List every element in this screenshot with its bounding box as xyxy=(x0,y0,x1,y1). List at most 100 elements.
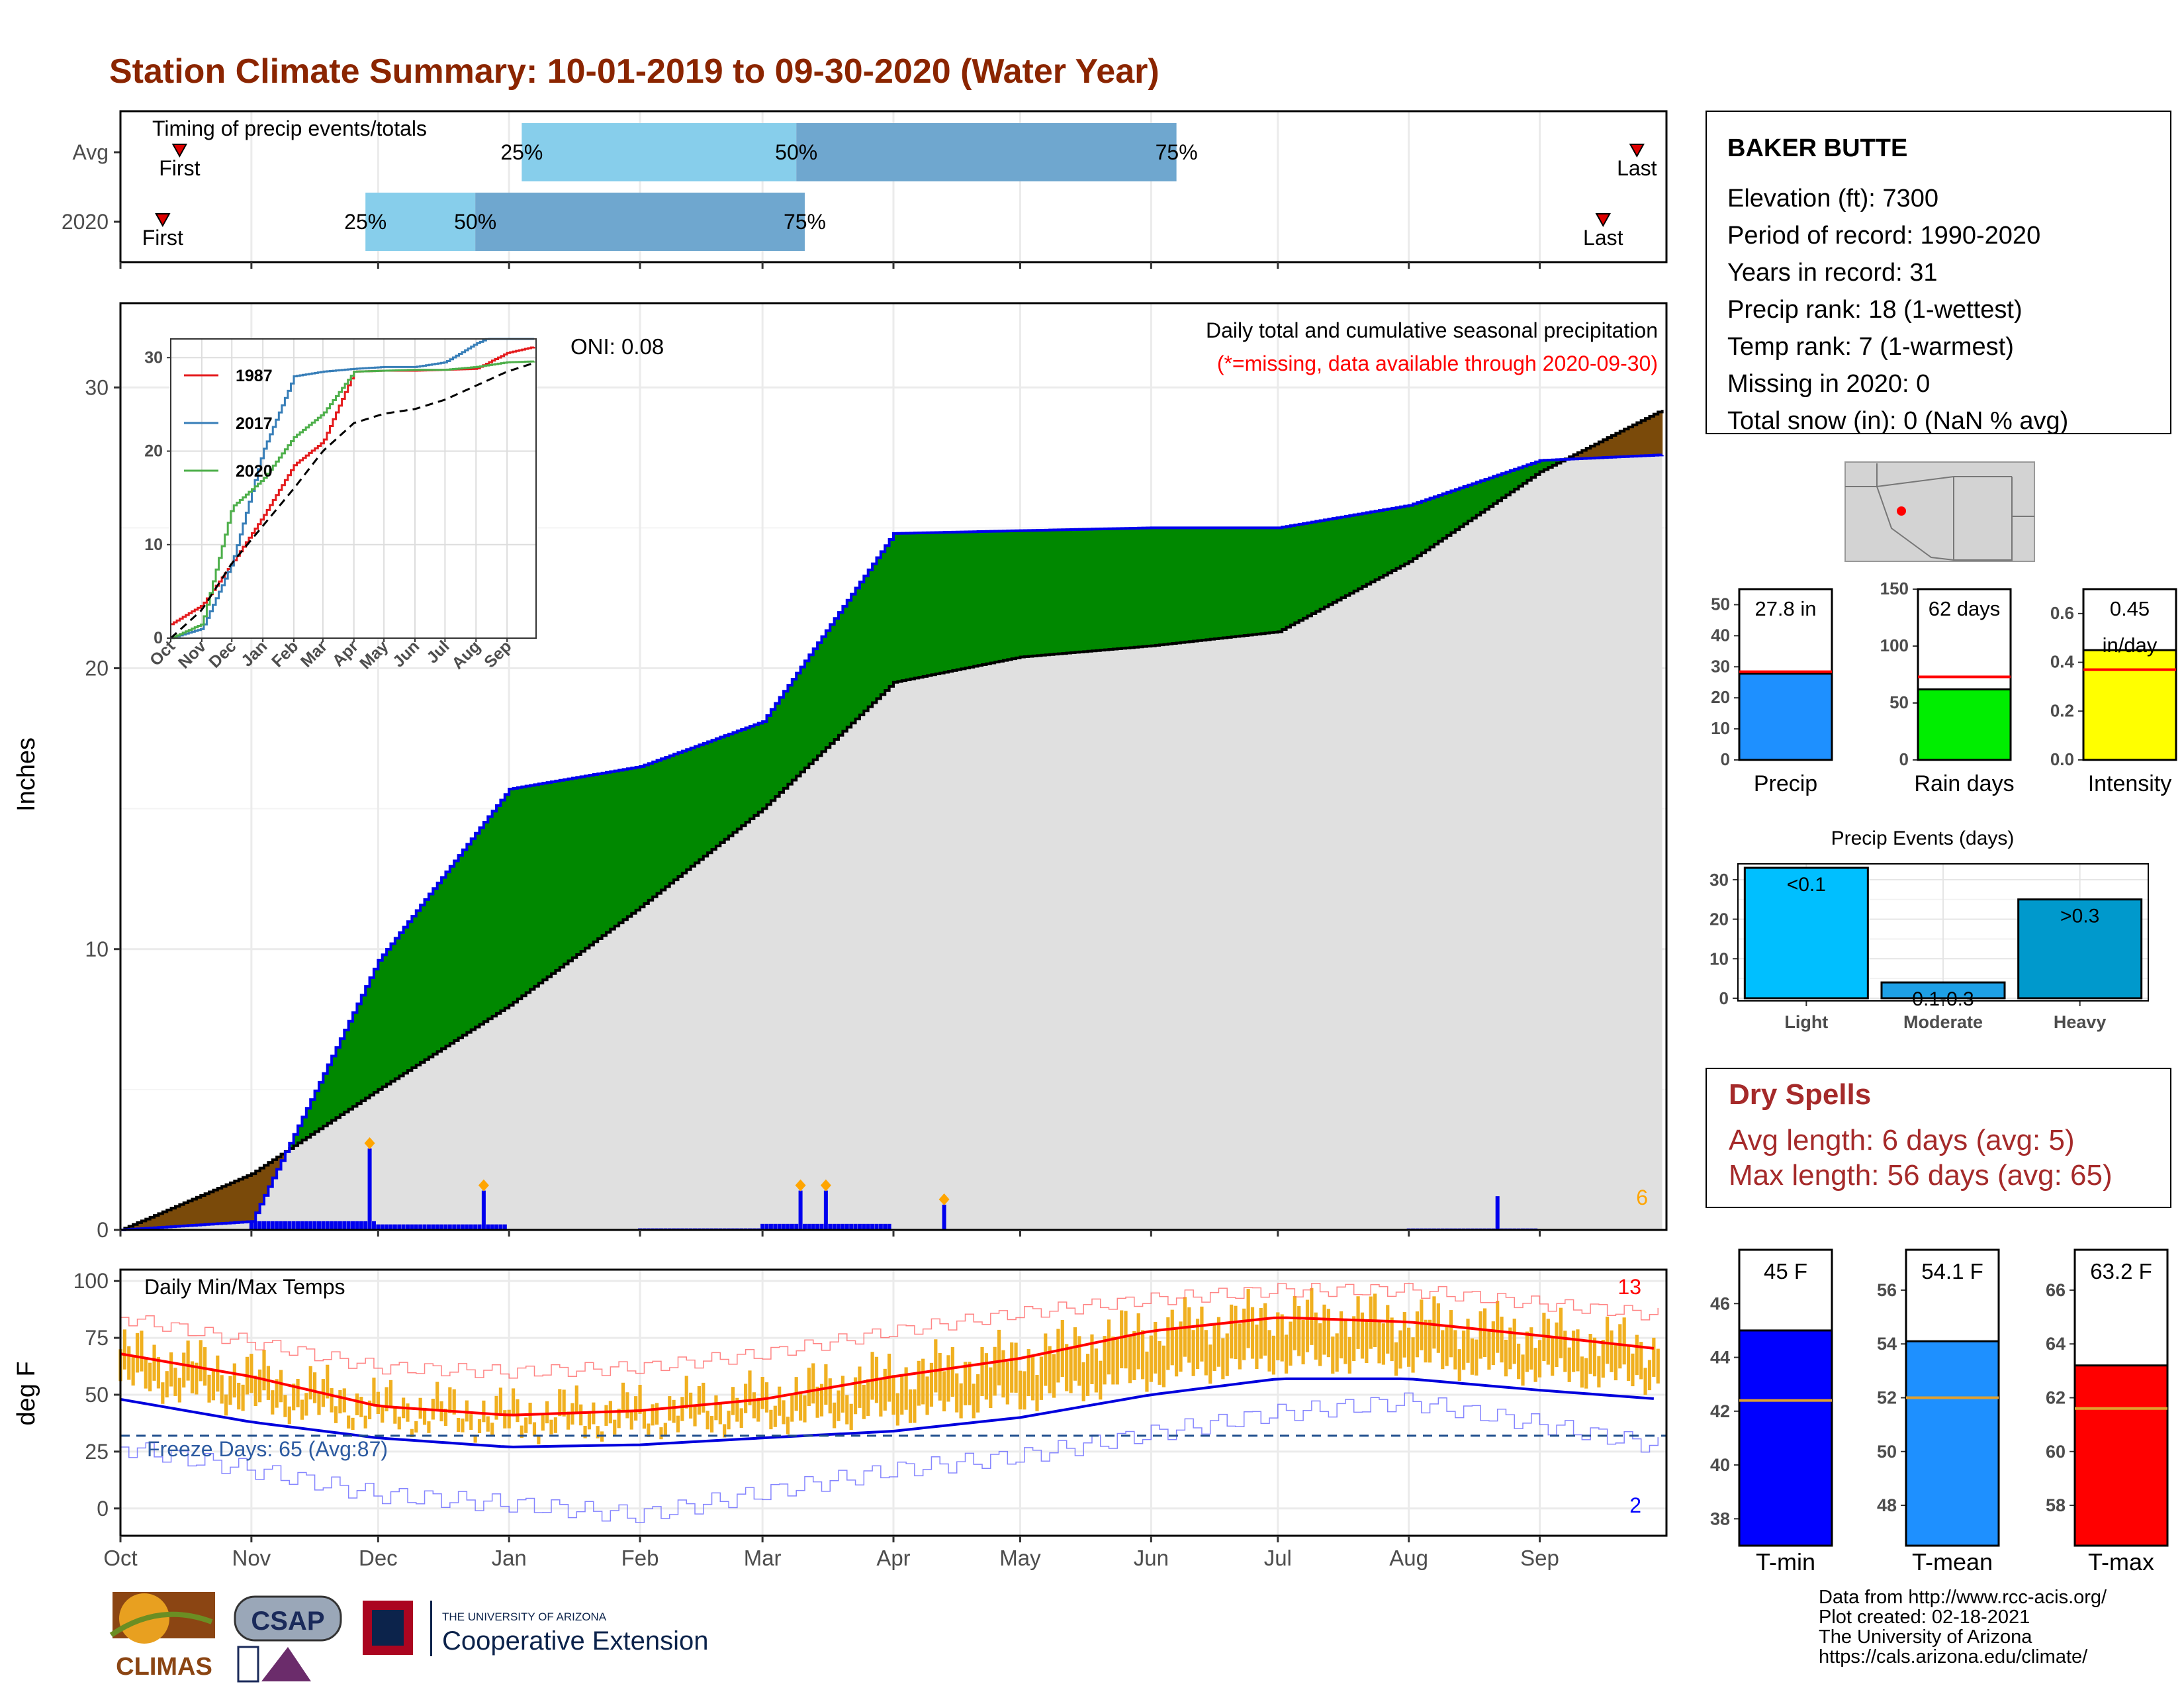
daily-precip-bar xyxy=(418,1224,423,1230)
daily-temp-bar xyxy=(452,1389,456,1415)
events-category-label: Light xyxy=(1784,1012,1828,1032)
minichart-xlabel: Intensity xyxy=(2088,771,2172,796)
daily-temp-bar xyxy=(1369,1296,1373,1349)
timing-bars xyxy=(365,123,1177,251)
inset-ytick-label: 10 xyxy=(144,536,163,554)
difference-segment xyxy=(1261,528,1266,634)
station-info-line: Missing in 2020: 0 xyxy=(1727,370,1930,398)
daily-temp-bar xyxy=(993,1346,997,1396)
difference-segment xyxy=(1404,506,1410,564)
daily-temp-bar xyxy=(241,1384,245,1411)
difference-segment xyxy=(669,755,674,884)
state-borders xyxy=(1845,463,2034,561)
daily-temp-bar xyxy=(1432,1296,1436,1349)
daily-precip-bar xyxy=(874,1223,879,1230)
snow-marker xyxy=(938,1193,950,1205)
daily-temp-bar xyxy=(216,1355,220,1392)
difference-segment xyxy=(1096,529,1101,651)
difference-segment xyxy=(1510,470,1515,492)
station-name: BAKER BUTTE xyxy=(1727,134,1907,162)
csap-logo-cloud xyxy=(234,1595,342,1642)
difference-segment xyxy=(1303,523,1308,618)
daily-temp-bar xyxy=(195,1362,199,1395)
daily-temp-bar xyxy=(1647,1360,1652,1391)
difference-segment xyxy=(1392,508,1397,571)
daily-temp-bar xyxy=(709,1416,714,1433)
footer-line-1: Data from http://www.rcc-acis.org/ xyxy=(1819,1587,2107,1608)
month-label: Sep xyxy=(1520,1546,1559,1570)
difference-segment xyxy=(779,697,784,793)
daily-temp-bar xyxy=(1482,1308,1487,1358)
daily-temp-bar xyxy=(262,1350,266,1391)
daily-temp-bar xyxy=(422,1407,427,1425)
station-info-frame xyxy=(1706,111,2171,434)
daily-temp-bar xyxy=(381,1406,385,1423)
daily-temp-bar xyxy=(676,1415,680,1432)
daily-temp-bar xyxy=(507,1409,511,1429)
temp-ytick-label: 0 xyxy=(97,1497,109,1521)
difference-segment xyxy=(846,600,852,727)
difference-segment xyxy=(264,1165,269,1196)
daily-temp-bar xyxy=(841,1376,845,1413)
difference-segment xyxy=(699,745,704,860)
difference-segment xyxy=(462,849,467,1035)
hot-count-label: 13 xyxy=(1617,1275,1641,1299)
difference-segment xyxy=(1138,528,1144,647)
daily-precip-bar xyxy=(392,1224,397,1230)
daily-temp-bar xyxy=(1626,1344,1631,1382)
difference-segment xyxy=(1383,510,1388,575)
tempbar-ytick-label: 60 xyxy=(2046,1442,2066,1462)
difference-segment xyxy=(1105,528,1110,650)
daily-temp-bar xyxy=(968,1362,972,1405)
logos: CLIMAS CSAP THE UNIVERSITY OF ARIZONA Co… xyxy=(109,1592,708,1683)
temp-ytick-label: 100 xyxy=(73,1269,109,1293)
daily-temp-bar xyxy=(1195,1319,1200,1370)
minichart-ytick-label: 40 xyxy=(1711,625,1730,645)
difference-segment xyxy=(897,533,903,682)
station-info-line: Precip rank: 18 (1-wettest) xyxy=(1727,296,2023,324)
events-bar xyxy=(2017,898,2143,1000)
events-ytick-label: 0 xyxy=(1719,988,1729,1008)
daily-precip-bar xyxy=(853,1223,858,1230)
difference-segment xyxy=(1582,450,1587,459)
daily-precip-bar xyxy=(811,1223,815,1230)
daily-temp-bar xyxy=(938,1352,942,1401)
difference-segment xyxy=(412,915,417,1068)
daily-precip-bar xyxy=(431,1224,435,1230)
difference-segment xyxy=(809,655,814,764)
daily-temp-bar xyxy=(891,1375,895,1415)
difference-segment xyxy=(1235,528,1240,637)
daily-temp-bar xyxy=(798,1392,803,1421)
daily-precip-bar xyxy=(823,1190,828,1230)
difference-segment xyxy=(564,779,569,964)
difference-segment xyxy=(859,582,864,715)
daily-temp-bar xyxy=(1420,1299,1424,1350)
minichart-ytick-label: 0.6 xyxy=(2050,603,2074,623)
daily-temp-bar xyxy=(621,1382,625,1413)
first-event-label: First xyxy=(142,226,183,250)
station-info-line: Elevation (ft): 7300 xyxy=(1727,185,1938,212)
difference-segment xyxy=(1316,521,1321,612)
timing-row-label: 2020 xyxy=(62,210,109,234)
daily-temp-bar xyxy=(634,1396,638,1421)
daily-temp-bar xyxy=(1462,1331,1466,1370)
inset-xtick-label: Dec xyxy=(205,637,240,671)
daily-temp-bar xyxy=(207,1374,211,1403)
difference-segment xyxy=(428,894,433,1057)
daily-temp-bar xyxy=(211,1370,216,1401)
difference-segment xyxy=(150,1217,155,1229)
tempbar-ytick-label: 44 xyxy=(1710,1348,1730,1368)
difference-segment xyxy=(133,1224,138,1229)
daily-temp-bar xyxy=(574,1385,578,1415)
difference-segment xyxy=(703,743,708,857)
daily-precip-bar xyxy=(371,1221,376,1230)
difference-segment xyxy=(1463,486,1469,524)
daily-precip-bar xyxy=(490,1224,494,1230)
difference-segment xyxy=(885,545,890,691)
difference-segment xyxy=(175,1206,180,1227)
difference-segment xyxy=(1413,504,1418,559)
daily-temp-bar xyxy=(613,1419,617,1435)
daily-precip-bar xyxy=(401,1224,406,1230)
difference-segment xyxy=(855,588,860,720)
difference-segment xyxy=(1032,530,1038,656)
